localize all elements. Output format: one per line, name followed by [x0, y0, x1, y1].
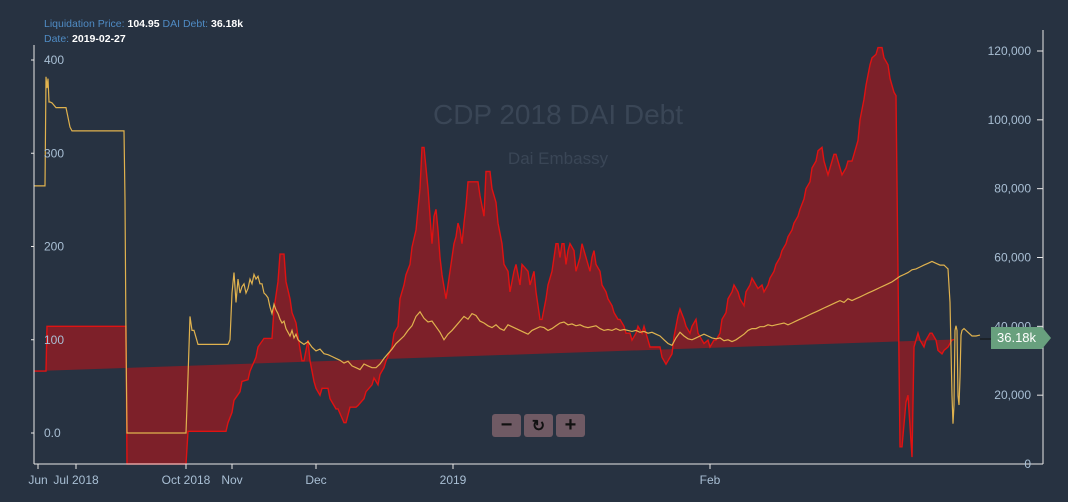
left-tick-label: 200 [44, 240, 64, 254]
right-tick-label: 80,000 [994, 182, 1031, 196]
right-tick-label: 100,000 [988, 113, 1032, 127]
price-line [34, 76, 981, 434]
tooltip-price-label: Liquidation Price: [44, 18, 125, 30]
tooltip-date-value: 2019-02-27 [72, 33, 126, 45]
left-tick-label: 400 [44, 53, 64, 67]
left-tick-label: 100 [44, 333, 64, 347]
flag-arrow-icon [1042, 327, 1052, 349]
minus-icon: − [500, 414, 513, 436]
x-tick-label: Feb [700, 473, 721, 487]
current-value-flag: 36.18k [991, 327, 1052, 349]
x-axis-ticks: Jun Jul 2018 Oct 2018 Nov Dec 2019 Feb [28, 464, 721, 487]
chart-title: CDP 2018 DAI Debt [433, 99, 683, 130]
left-axis-ticks: 0.0 100 200 300 400 [31, 53, 64, 440]
x-tick-label: 2019 [440, 473, 467, 487]
zoom-in-button[interactable]: + [556, 414, 585, 437]
x-tick-label: Oct 2018 [162, 473, 211, 487]
tooltip-price-value: 104.95 [127, 18, 160, 30]
debt-line [34, 46, 955, 465]
plus-icon: + [564, 414, 577, 436]
tooltip-debt-label: DAI Debt: [162, 18, 209, 30]
x-tick-label: Dec [305, 473, 326, 487]
right-tick-label: 0 [1024, 457, 1031, 471]
current-value-label: 36.18k [991, 327, 1043, 349]
hover-tooltip: Liquidation Price: 104.95 DAI Debt: 36.1… [44, 17, 243, 47]
tooltip-debt-value: 36.18k [210, 18, 244, 30]
reset-zoom-button[interactable]: ↻ [524, 414, 553, 437]
reset-icon: ↻ [531, 417, 546, 435]
x-tick-label: Jun [28, 473, 47, 487]
right-tick-label: 60,000 [994, 251, 1031, 265]
zoom-controls: − ↻ + [492, 414, 585, 437]
chart-subtitle: Dai Embassy [508, 149, 609, 168]
right-tick-label: 20,000 [994, 388, 1031, 402]
zoom-out-button[interactable]: − [492, 414, 521, 437]
left-tick-label: 300 [44, 146, 64, 160]
right-tick-label: 120,000 [988, 44, 1032, 58]
x-tick-label: Jul 2018 [53, 473, 99, 487]
left-tick-label: 0.0 [44, 426, 61, 440]
tooltip-date-label: Date: [44, 33, 70, 45]
debt-area [34, 47, 954, 464]
x-tick-label: Nov [221, 473, 242, 487]
